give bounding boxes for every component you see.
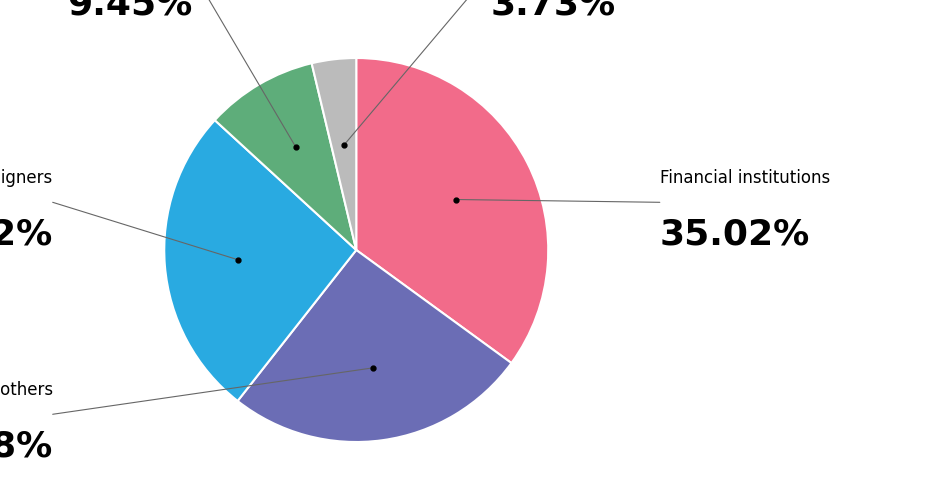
Text: Financial institutions: Financial institutions (660, 169, 830, 187)
Text: 25.58%: 25.58% (0, 430, 52, 464)
Wedge shape (215, 63, 356, 250)
Text: Foreigners: Foreigners (0, 169, 52, 187)
Text: 26.22%: 26.22% (0, 218, 52, 252)
Text: 35.02%: 35.02% (660, 218, 810, 252)
Wedge shape (312, 58, 356, 250)
Text: Individuals and others: Individuals and others (0, 381, 52, 399)
Wedge shape (164, 120, 356, 401)
Wedge shape (238, 250, 511, 442)
Wedge shape (356, 58, 548, 363)
Text: 9.45%: 9.45% (67, 0, 193, 21)
Text: 3.73%: 3.73% (490, 0, 616, 21)
